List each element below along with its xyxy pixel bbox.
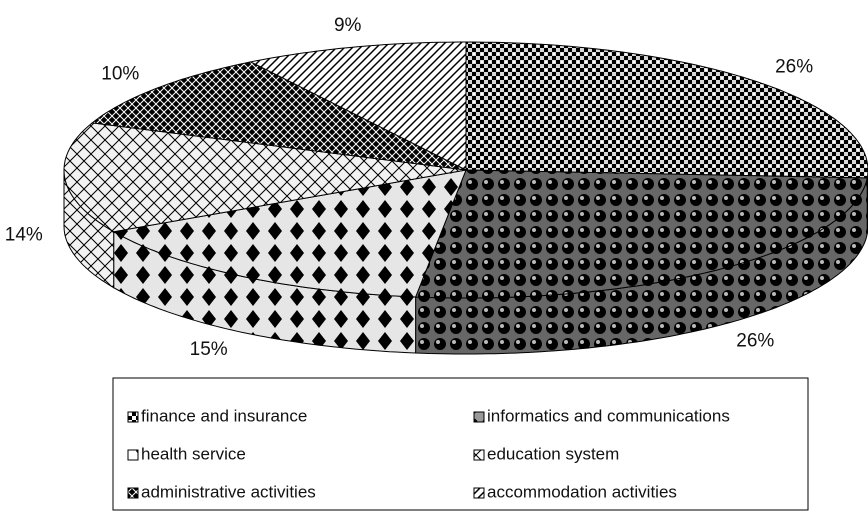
value-label: 26%: [775, 56, 813, 77]
legend-swatch: [127, 487, 139, 499]
legend-label: finance and insurance: [141, 406, 307, 425]
legend-label: informatics and communications: [487, 406, 730, 425]
value-label: 10%: [101, 63, 139, 84]
legend-label: accommodation activities: [487, 482, 677, 501]
legend-swatch: [127, 449, 139, 461]
value-label: 15%: [190, 339, 228, 360]
legend-swatch: [473, 449, 485, 461]
pie-slice-pattern: [465, 41, 868, 179]
value-label: 26%: [736, 331, 774, 352]
legend-swatch: [127, 411, 139, 423]
legend-swatch: [473, 487, 485, 499]
pie-slice-pattern: [414, 169, 868, 299]
legend-label: health service: [141, 444, 246, 463]
pie-slice-pattern: [112, 169, 467, 298]
pie-slice-pattern: [90, 61, 467, 171]
legend-box: [112, 377, 809, 511]
pie-slice-pattern: [63, 122, 467, 233]
value-label: 14%: [5, 224, 43, 245]
legend-label: administrative activities: [141, 482, 316, 501]
legend-swatch: [473, 411, 485, 423]
legend-label: education system: [487, 444, 619, 463]
value-label: 9%: [334, 15, 362, 36]
pie-slice-pattern: [249, 41, 467, 171]
